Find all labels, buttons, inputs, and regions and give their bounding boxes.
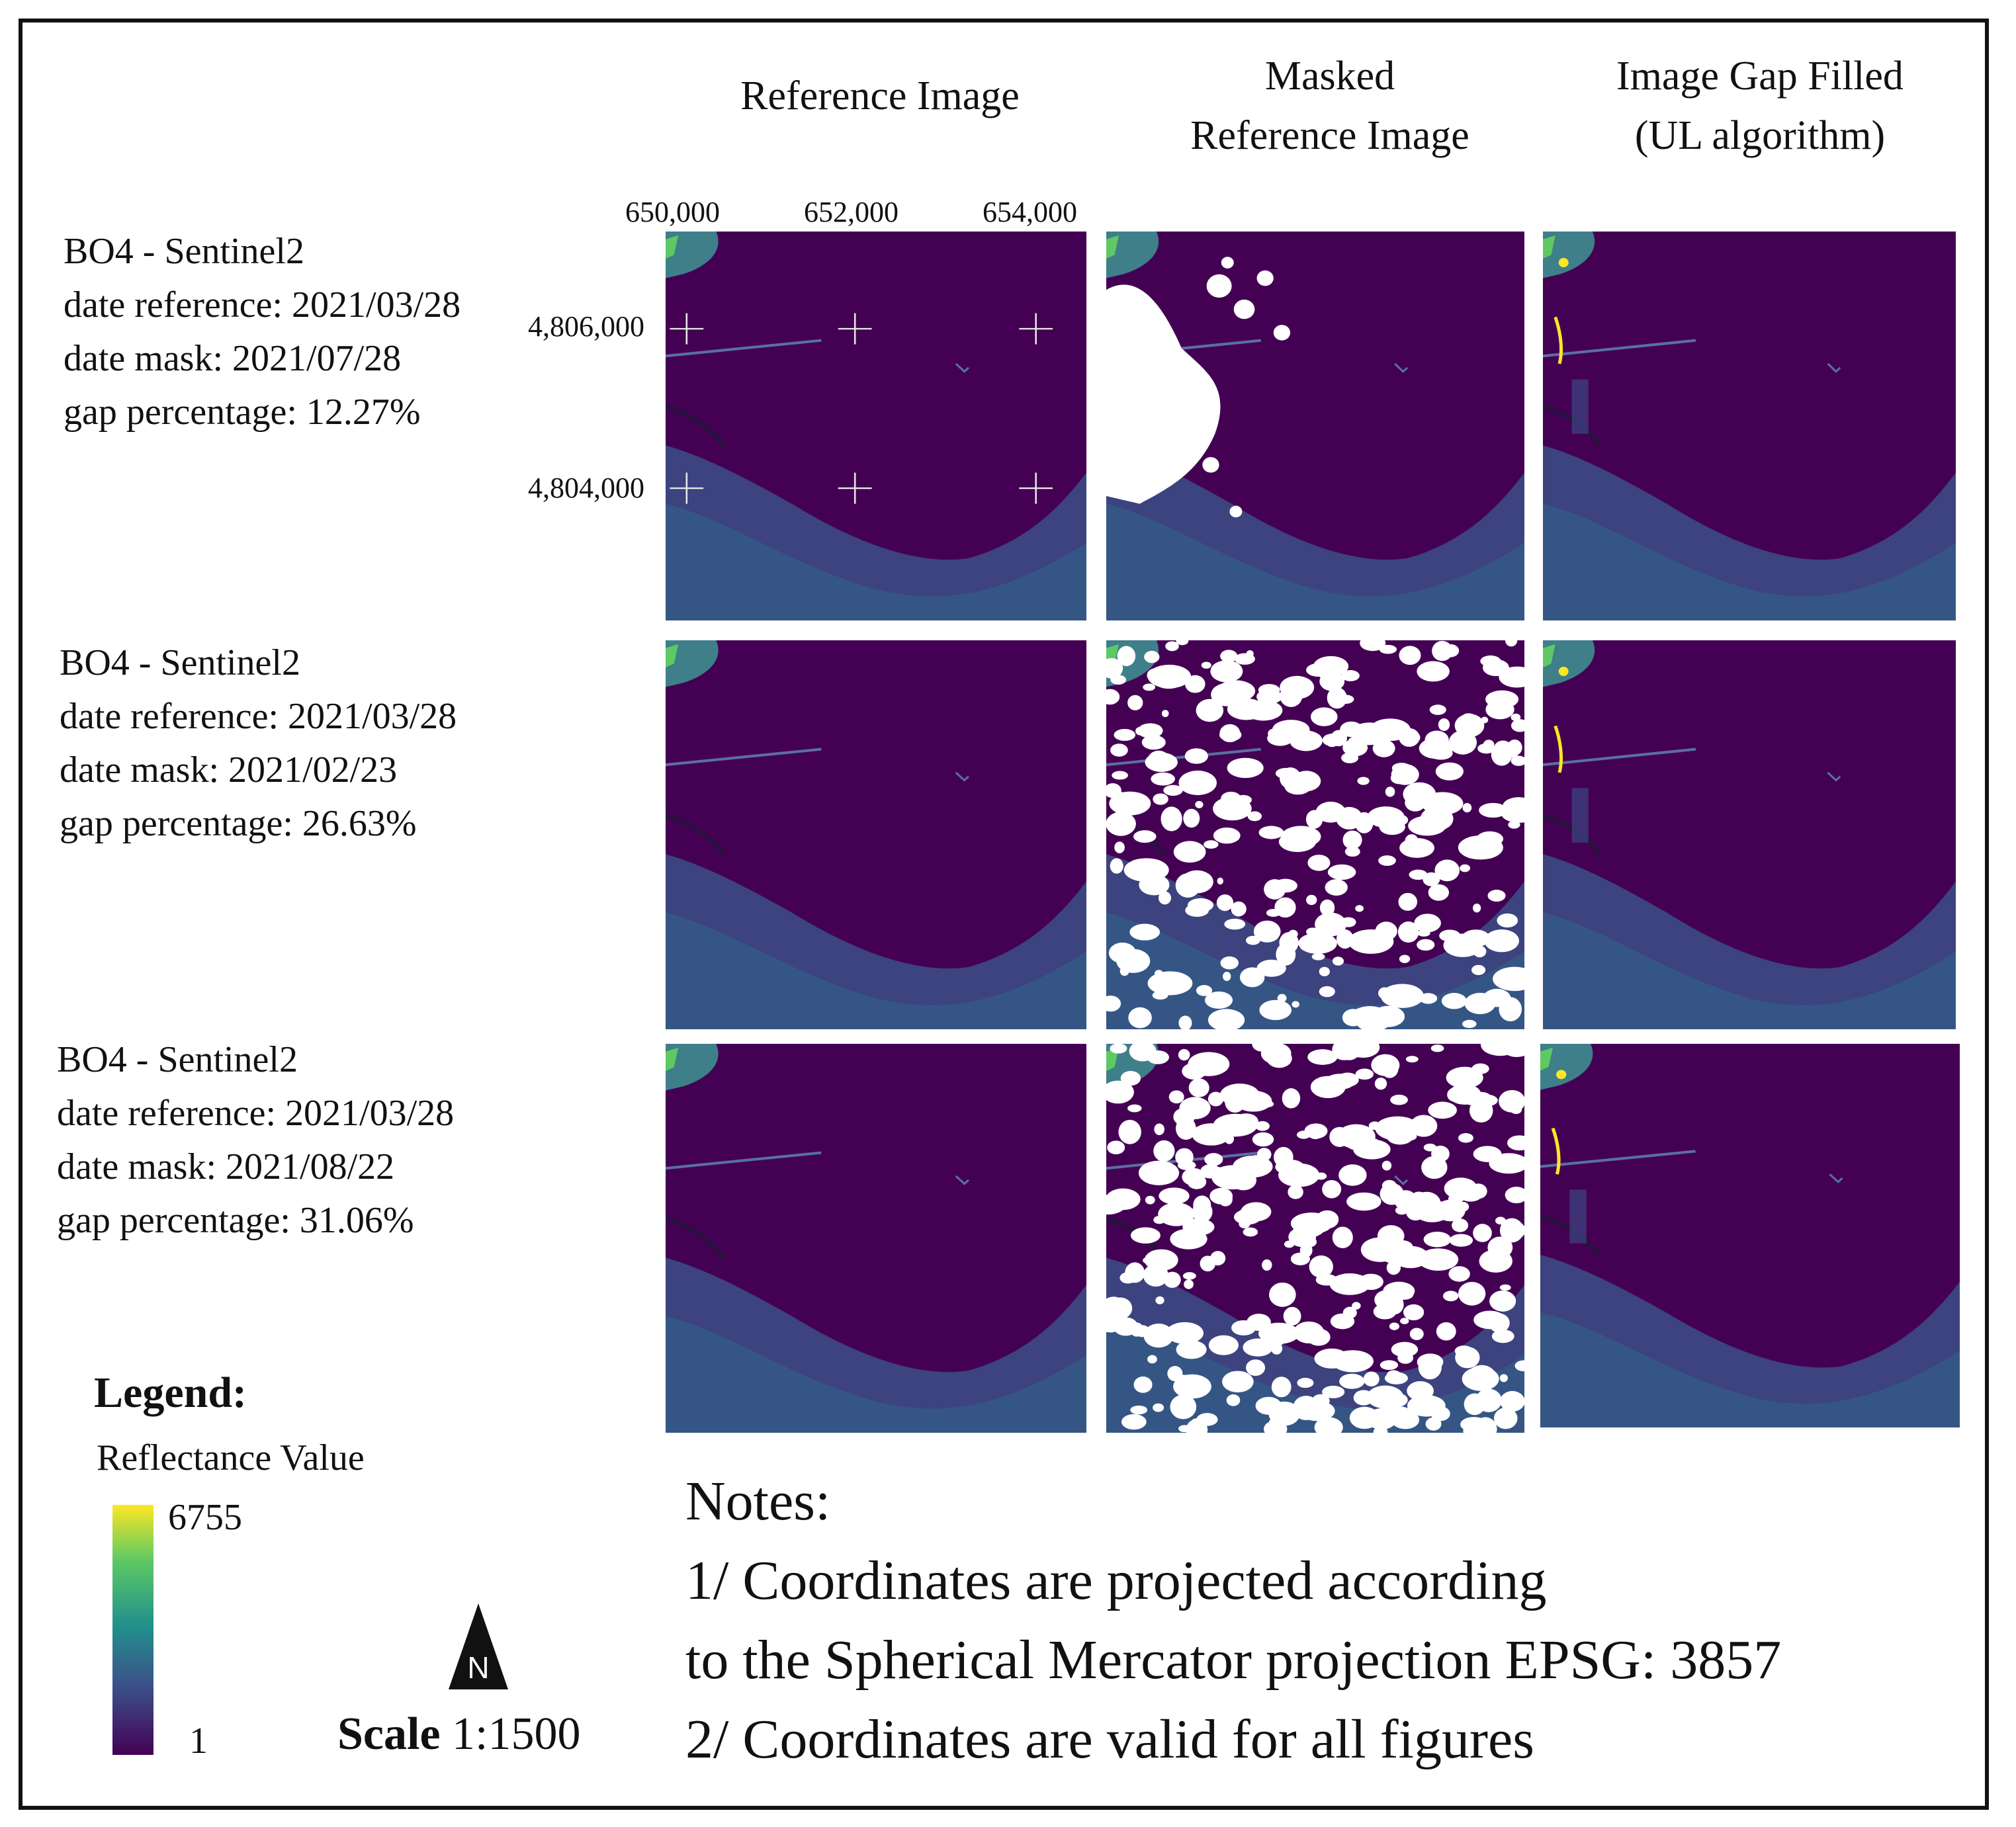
gap-filled-image-panel	[1543, 640, 1956, 1029]
notes-block: Notes: 1/ Coordinates are projected acco…	[685, 1462, 1781, 1779]
notes-title: Notes:	[685, 1470, 831, 1532]
row-date-reference: date reference: 2021/03/28	[60, 696, 457, 737]
row-gap-percentage: gap percentage: 12.27%	[64, 392, 421, 433]
row-gap-percentage: gap percentage: 26.63%	[60, 803, 417, 844]
figure-frame	[19, 19, 1989, 1810]
row-band: BO4 - Sentinel2	[57, 1039, 298, 1080]
notes-line: to the Spherical Mercator projection EPS…	[685, 1629, 1782, 1691]
masked-image-panel	[1106, 640, 1524, 1029]
row-date-reference: date reference: 2021/03/28	[57, 1093, 455, 1134]
gap-filled-image-panel	[1543, 232, 1956, 620]
y-tick-label: 4,806,000	[528, 310, 644, 343]
gap-filled-image-panel	[1540, 1044, 1960, 1427]
x-tick-label: 652,000	[804, 196, 898, 228]
colorbar-max-label: 6755	[168, 1497, 242, 1538]
x-tick-label: 654,000	[983, 196, 1077, 228]
reference-image-panel	[666, 232, 1086, 620]
north-arrow-icon: N	[449, 1603, 508, 1689]
row-band: BO4 - Sentinel2	[60, 642, 300, 683]
row-info-2: BO4 - Sentinel2 date reference: 2021/03/…	[60, 636, 457, 851]
north-label: N	[467, 1650, 490, 1685]
scale-value: 1:1500	[452, 1709, 581, 1760]
legend-subtitle: Reflectance Value	[97, 1437, 365, 1478]
scale-text: Scale 1:1500	[337, 1708, 580, 1761]
masked-image-panel	[1106, 1044, 1524, 1433]
reference-image-panel	[666, 1044, 1086, 1433]
column-heading-gap-filled: Image Gap Filled (UL algorithm)	[1616, 54, 1904, 158]
reference-image-panel	[666, 640, 1086, 1029]
row-band: BO4 - Sentinel2	[64, 231, 304, 272]
row-info-3: BO4 - Sentinel2 date reference: 2021/03/…	[57, 1033, 454, 1248]
column-heading-masked: Masked Reference Image	[1190, 54, 1469, 158]
row-gap-percentage: gap percentage: 31.06%	[57, 1200, 414, 1241]
scale-word: Scale	[337, 1709, 441, 1760]
legend-title: Legend:	[94, 1369, 247, 1417]
column-heading-reference: Reference Image	[740, 73, 1020, 118]
row-date-reference: date reference: 2021/03/28	[64, 284, 461, 325]
row-date-mask: date mask: 2021/07/28	[64, 338, 402, 379]
notes-line: 1/ Coordinates are projected according	[685, 1550, 1547, 1611]
row-date-mask: date mask: 2021/02/23	[60, 749, 398, 790]
row-info-1: BO4 - Sentinel2 date reference: 2021/03/…	[64, 225, 460, 439]
colorbar	[112, 1505, 153, 1755]
row-date-mask: date mask: 2021/08/22	[57, 1146, 395, 1187]
masked-image-panel	[1106, 232, 1524, 620]
colorbar-min-label: 1	[189, 1721, 208, 1762]
y-tick-label: 4,804,000	[528, 472, 644, 504]
notes-line: 2/ Coordinates are valid for all figures	[685, 1709, 1534, 1770]
x-tick-label: 650,000	[625, 196, 720, 228]
